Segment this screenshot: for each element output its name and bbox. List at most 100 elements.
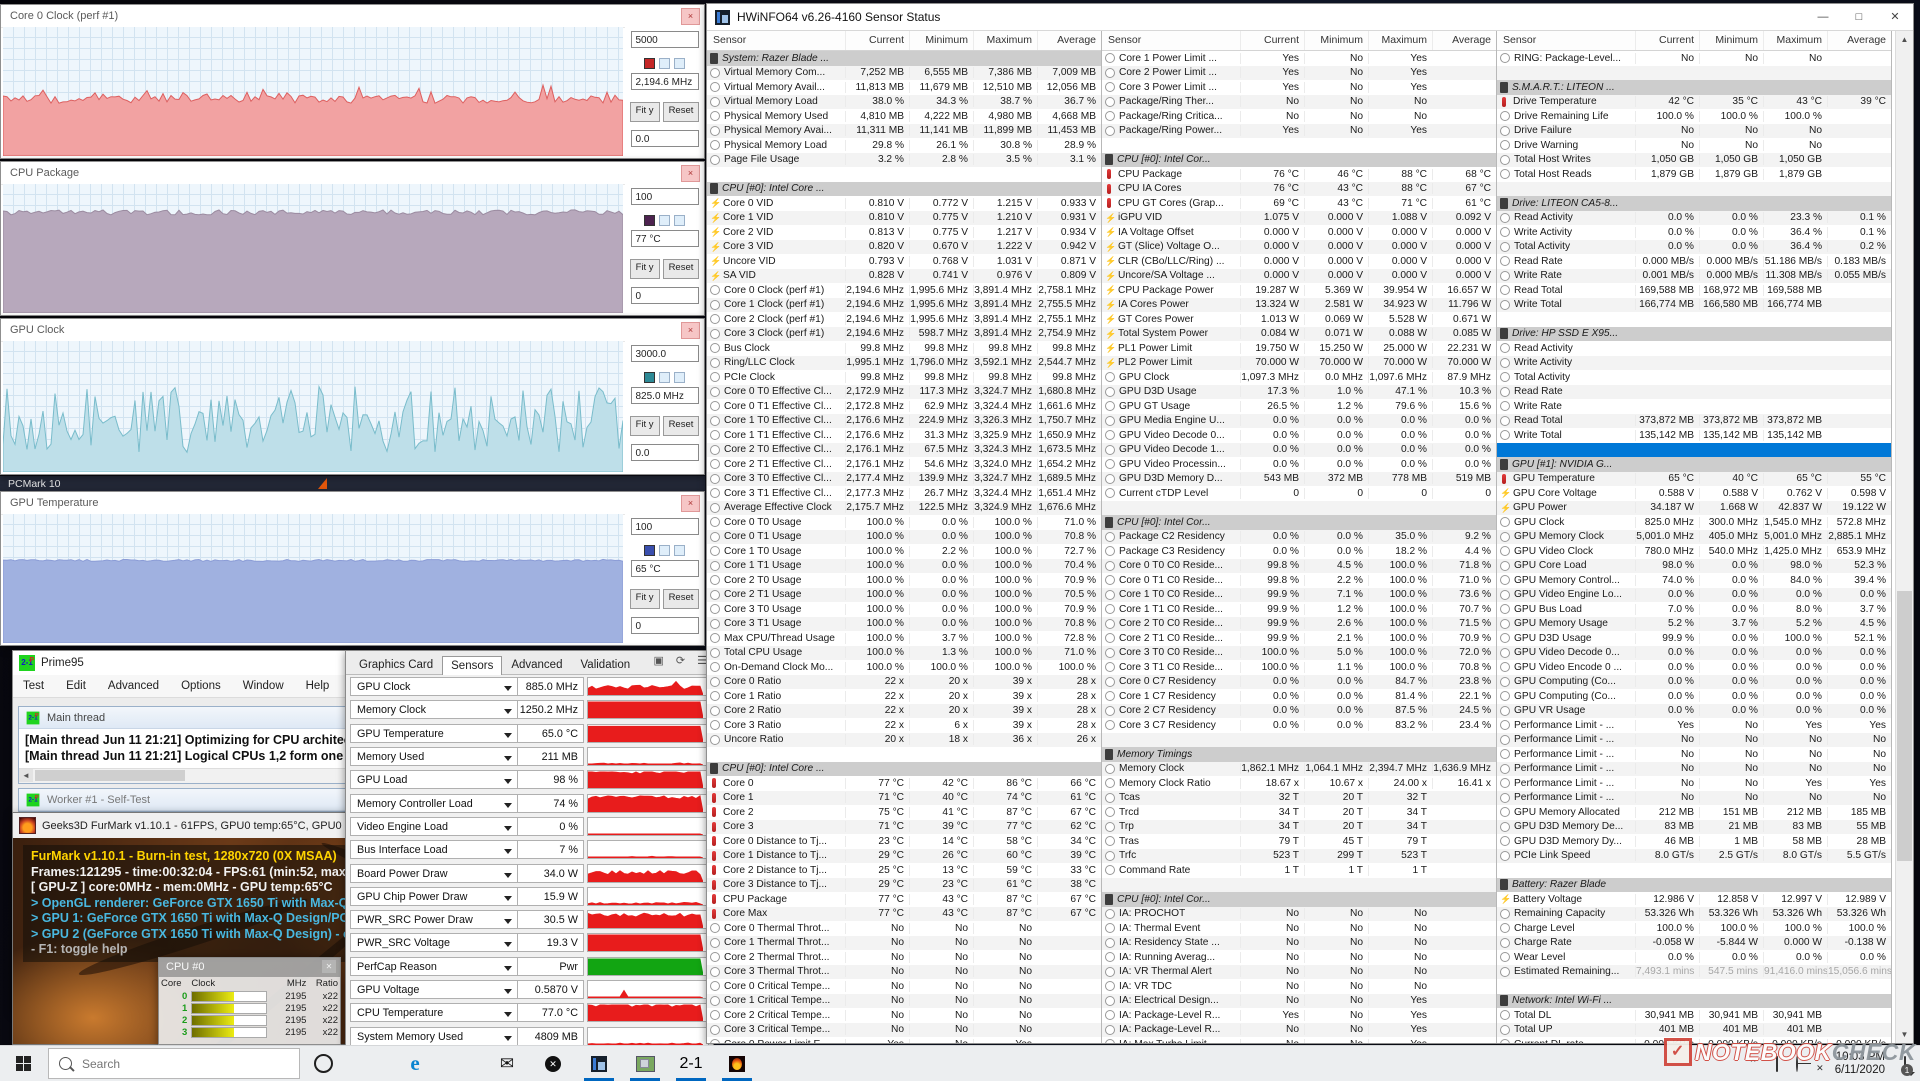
sensor-row[interactable]: GPU Memory Allocated 212 MB 151 MB 212 MB 18…	[1497, 805, 1891, 820]
sensor-row[interactable]: Core 2 Critical Tempe... No No No	[707, 1008, 1101, 1023]
y-min-input[interactable]: 0.0	[630, 130, 699, 147]
sensor-row[interactable]: Physical Memory Avai... 11,311 MB 11,141 M…	[707, 123, 1101, 138]
column-header-sensor[interactable]: Sensor	[1108, 34, 1142, 46]
series-swatch[interactable]	[674, 58, 685, 69]
sensor-row[interactable]: IA: Running Averag... No No No	[1102, 950, 1496, 965]
sensor-dropdown[interactable]: Bus Interface Load	[350, 840, 518, 860]
column-header-maximum[interactable]: Maximum	[1763, 31, 1827, 50]
sensor-row[interactable]: Max CPU/Thread Usage 100.0 % 3.7 % 100.0 % 7…	[707, 631, 1101, 646]
sensor-dropdown[interactable]: Memory Controller Load	[350, 793, 518, 813]
taskbar-app-prime95[interactable]: 2-1	[668, 1046, 714, 1081]
sensor-row[interactable]: GPU Video Decode 1... 0.0 % 0.0 % 0.0 % 0.0 …	[1102, 442, 1496, 457]
fit-y-button[interactable]: Fit y	[629, 416, 660, 436]
series-swatch[interactable]	[644, 215, 655, 226]
sensor-row[interactable]: GPU Video Decode 0... 0.0 % 0.0 % 0.0 % 0.0 …	[1102, 428, 1496, 443]
sensor-row[interactable]: GPU D3D Memory De... 83 MB 21 MB 83 MB 55 MB	[1497, 819, 1891, 834]
sensor-row[interactable]: Core 0 T0 Usage 100.0 % 0.0 % 100.0 % 71.0 %	[707, 515, 1101, 530]
sensor-row[interactable]: Core 1 Thermal Throt... No No No	[707, 935, 1101, 950]
screenshot-camera-icon[interactable]: ▣	[653, 655, 664, 667]
start-button[interactable]	[0, 1046, 46, 1081]
sensor-dropdown[interactable]: CPU Temperature	[350, 1003, 518, 1023]
sensor-row[interactable]: Core 0 77 °C 42 °C 86 °C 66 °C	[707, 776, 1101, 791]
sensor-row[interactable]: Virtual Memory Com... 7,252 MB 6,555 MB 7,3…	[707, 65, 1101, 80]
sensor-row[interactable]: ⚡ iGPU VID 1.075 V 0.000 V 1.088 V 0.092 V	[1102, 210, 1496, 225]
sensor-row[interactable]: Core 3 T1 C0 Reside... 100.0 % 1.1 % 100.0 …	[1102, 660, 1496, 675]
sensor-row[interactable]: Core 2 T1 Effective Cl... 2,176.1 MHz 54.6…	[707, 457, 1101, 472]
scrollbar-thumb[interactable]	[1897, 591, 1912, 861]
sensor-row[interactable]: GPU VR Usage 0.0 % 0.0 % 0.0 % 0.0 %	[1497, 703, 1891, 718]
sensor-row[interactable]: Core 2 T1 Usage 100.0 % 0.0 % 100.0 % 70.5 %	[707, 587, 1101, 602]
sensor-row[interactable]: GPU D3D Memory Dy... 46 MB 1 MB 58 MB 28 MB	[1497, 834, 1891, 849]
sensor-row[interactable]: Core 3 T0 Effective Cl... 2,177.4 MHz 139.…	[707, 471, 1101, 486]
sensor-row[interactable]: Core 1 T0 Usage 100.0 % 2.2 % 100.0 % 72.7 %	[707, 544, 1101, 559]
column-header-maximum[interactable]: Maximum	[973, 31, 1037, 50]
sensor-row[interactable]: IA: Package-Level R... Yes No Yes	[1102, 1008, 1496, 1023]
vertical-scrollbar[interactable]: ▲ ▼	[1895, 31, 1913, 1043]
sensor-row[interactable]: Estimated Remaining... 7,493.1 mins 547.5 …	[1497, 964, 1891, 979]
sensor-row[interactable]: Performance Limit - ... No No No No	[1497, 747, 1891, 762]
sensor-row[interactable]: Core 3 T1 Usage 100.0 % 0.0 % 100.0 % 70.8 %	[707, 616, 1101, 631]
series-swatch[interactable]	[674, 372, 685, 383]
column-header-minimum[interactable]: Minimum	[909, 31, 973, 50]
sensor-row[interactable]: IA: Thermal Event No No No	[1102, 921, 1496, 936]
sensor-row[interactable]: Performance Limit - ... Yes No Yes Yes	[1497, 718, 1891, 733]
y-min-input[interactable]: 0.0	[630, 444, 699, 461]
series-swatch[interactable]	[674, 545, 685, 556]
sensor-row[interactable]: Core 1 T0 Effective Cl... 2,176.6 MHz 224.…	[707, 413, 1101, 428]
sensor-row[interactable]: GPU Computing (Co... 0.0 % 0.0 % 0.0 % 0.0 %	[1497, 674, 1891, 689]
sensor-row[interactable]: Core Max 77 °C 43 °C 87 °C 67 °C	[707, 906, 1101, 921]
series-swatch[interactable]	[659, 545, 670, 556]
sensor-row[interactable]: Core 0 T1 C0 Reside... 99.8 % 2.2 % 100.0 %…	[1102, 573, 1496, 588]
sensor-row[interactable]: Core 1 T1 Usage 100.0 % 0.0 % 100.0 % 70.4 %	[707, 558, 1101, 573]
sensor-row[interactable]: Write Rate	[1497, 399, 1891, 414]
sensor-row[interactable]: Core 2 Ratio 22 x 20 x 39 x 28 x	[707, 703, 1101, 718]
sensor-row[interactable]: Core 1 Distance to Tj... 29 °C 26 °C 60 °C 3…	[707, 848, 1101, 863]
sensor-dropdown[interactable]: GPU Load	[350, 770, 518, 790]
sensor-row[interactable]: Package/Ring Ther... No No No	[1102, 94, 1496, 109]
sensor-row[interactable]: Package/Ring Critica... No No No	[1102, 109, 1496, 124]
sensor-row[interactable]: Performance Limit - ... No No No No	[1497, 761, 1891, 776]
sensor-row[interactable]: Bus Clock 99.8 MHz 99.8 MHz 99.8 MHz 99.8 MH…	[707, 341, 1101, 356]
sensor-row[interactable]: Total DL 30,941 MB 30,941 MB 30,941 MB	[1497, 1008, 1891, 1023]
y-min-input[interactable]: 0	[630, 287, 699, 304]
taskbar-app-cortana[interactable]	[300, 1046, 346, 1081]
sensor-row[interactable]: Core 0 T1 Effective Cl... 2,172.8 MHz 62.9…	[707, 399, 1101, 414]
sensor-row[interactable]: Core 0 T0 Effective Cl... 2,172.9 MHz 117.…	[707, 384, 1101, 399]
menu-item-edit[interactable]: Edit	[66, 680, 86, 692]
column-header-average[interactable]: Average	[1037, 31, 1101, 50]
hwinfo-titlebar[interactable]: HWiNFO64 v6.26-4160 Sensor Status — □ ✕	[707, 4, 1913, 31]
sensor-row[interactable]: GPU Memory Clock 5,001.0 MHz 405.0 MHz 5,00…	[1497, 529, 1891, 544]
scroll-down-icon[interactable]: ▼	[1900, 1030, 1909, 1039]
sensor-row[interactable]: PCIe Clock 99.8 MHz 99.8 MHz 99.8 MHz 99.8 M…	[707, 370, 1101, 385]
column-header-sensor[interactable]: Sensor	[713, 34, 747, 46]
sensor-row[interactable]: Core 2 Power Limit ... Yes No Yes	[1102, 65, 1496, 80]
sensor-row[interactable]: IA: Max Turbo LimitNoNoYes	[1102, 1037, 1496, 1043]
sensor-row[interactable]: Core 1 Power Limit ... Yes No Yes	[1102, 51, 1496, 66]
sensor-row[interactable]: ⚡ PL2 Power Limit 70.000 W 70.000 W 70.000 W…	[1102, 355, 1496, 370]
menu-item-test[interactable]: Test	[23, 680, 45, 692]
sensor-row[interactable]: Drive Failure No No No	[1497, 123, 1891, 138]
sensor-dropdown[interactable]: PWR_SRC Power Draw	[350, 910, 518, 930]
refresh-icon[interactable]: ⟳	[675, 655, 686, 667]
hwinfo-window[interactable]: HWiNFO64 v6.26-4160 Sensor Status — □ ✕ …	[706, 3, 1914, 1044]
sensor-row[interactable]: Core 2 Thermal Throt... No No No	[707, 950, 1101, 965]
sensor-row[interactable]: ⚡ GPU Power 34.187 W 1.668 W 42.837 W 19.122 …	[1497, 500, 1891, 515]
sensor-row[interactable]: Write Activity 0.0 % 0.0 % 36.4 % 0.1 %	[1497, 225, 1891, 240]
reset-button[interactable]: Reset	[662, 589, 700, 609]
taskbar-app-mail[interactable]: ✉	[484, 1046, 530, 1081]
sensor-row[interactable]: Remaining Capacity 53.326 Wh 53.326 Wh 53.3…	[1497, 906, 1891, 921]
sensor-row[interactable]: Write Rate 0.001 MB/s 0.000 MB/s 11.308 MB/…	[1497, 268, 1891, 283]
sensor-row[interactable]: Charge Level 100.0 % 100.0 % 100.0 % 100.0 %	[1497, 921, 1891, 936]
taskbar-app-task-view[interactable]	[346, 1046, 392, 1081]
sensor-row[interactable]: Read Total 373,872 MB 373,872 MB 373,872 MB	[1497, 413, 1891, 428]
fit-y-button[interactable]: Fit y	[629, 259, 660, 279]
sensor-row[interactable]: IA: VR Thermal Alert No No No	[1102, 964, 1496, 979]
sensor-row[interactable]: Core 3 Distance to Tj... 29 °C 23 °C 61 °C 3…	[707, 877, 1101, 892]
sensor-dropdown[interactable]: PerfCap Reason	[350, 956, 518, 976]
column-header-current[interactable]: Current	[845, 31, 909, 50]
selected-row[interactable]	[1497, 442, 1891, 457]
close-icon[interactable]: ×	[681, 495, 700, 512]
sensor-row[interactable]: GPU Video Decode 0... 0.0 % 0.0 % 0.0 % 0.0 …	[1497, 645, 1891, 660]
